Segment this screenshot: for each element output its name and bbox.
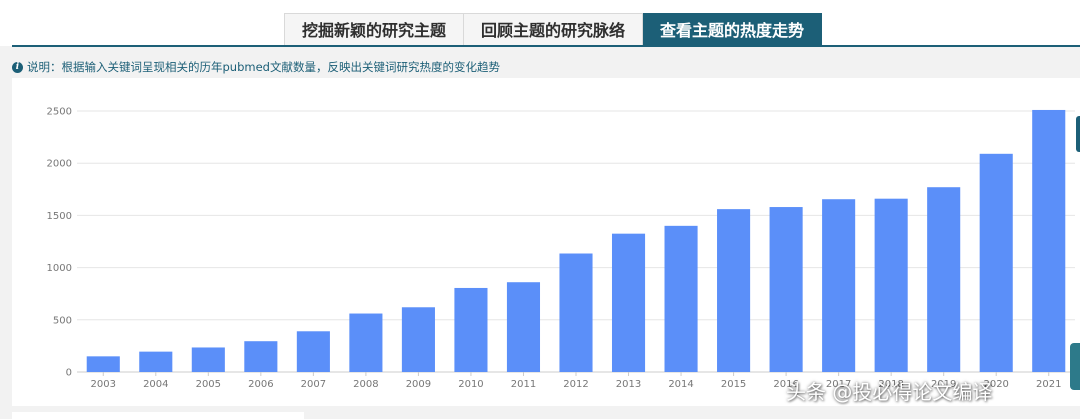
bar [559, 253, 593, 372]
x-tick-label: 2016 [773, 379, 798, 390]
x-tick-label: 2019 [931, 379, 956, 390]
y-tick-label: 500 [53, 315, 72, 326]
tab-underline [12, 45, 1080, 47]
bar [717, 209, 751, 372]
bar [506, 282, 541, 372]
y-tick-label: 2000 [47, 159, 72, 170]
x-tick-label: 2004 [143, 379, 168, 390]
side-float-button[interactable] [1070, 343, 1080, 390]
x-tick-label: 2015 [721, 379, 746, 390]
y-tick-label: 1500 [47, 211, 72, 222]
x-tick-label: 2008 [353, 379, 378, 390]
x-tick-label: 2009 [406, 379, 431, 390]
bar [86, 356, 120, 372]
x-tick-label: 2018 [878, 379, 903, 390]
bar [664, 225, 698, 372]
bar [401, 307, 435, 372]
bar [611, 233, 646, 372]
bar [349, 313, 383, 372]
tab-mine-novel-topics[interactable]: 挖掘新颖的研究主题 [284, 13, 465, 46]
tab-group: 挖掘新颖的研究主题 回顾主题的研究脉络 查看主题的热度走势 [284, 13, 823, 46]
bar [454, 287, 488, 372]
info-icon: i [12, 61, 23, 73]
x-tick-label: 2014 [668, 379, 693, 390]
x-tick-label: 2011 [511, 379, 536, 390]
x-tick-label: 2013 [616, 379, 641, 390]
y-tick-label: 1000 [47, 263, 72, 274]
watermark-text: 头条 @投必得论文编译 [786, 380, 993, 404]
bar [769, 207, 803, 372]
y-tick-label: 0 [66, 368, 72, 379]
tab-bar: 挖掘新颖的研究主题 回顾主题的研究脉络 查看主题的热度走势 [0, 0, 1080, 46]
bar [874, 198, 908, 372]
x-tick-label: 2021 [1036, 379, 1061, 390]
chart-panel: 0 500 1000 1500 2000 2500 2003 2004 2005 2006 2007… [12, 78, 1080, 406]
x-tick-label: 2017 [826, 379, 851, 390]
bar [979, 153, 1013, 372]
side-tool-tab[interactable] [1076, 116, 1080, 152]
bar [191, 347, 225, 372]
description-text: 说明：根据输入关键词呈现相关的历年pubmed文献数量，反映出关键词研究热度的变… [27, 60, 500, 74]
x-tick-label: 2012 [563, 379, 588, 390]
x-tick-label: 2003 [91, 379, 116, 390]
bar [927, 187, 961, 372]
trend-bar-chart: 0 500 1000 1500 2000 2500 2003 2004 2005 2006 2007… [47, 107, 1075, 390]
x-tick-label: 2005 [196, 379, 221, 390]
tab-review-research-context[interactable]: 回顾主题的研究脉络 [464, 13, 644, 46]
x-tick-label: 2007 [301, 379, 326, 390]
y-tick-label: 2500 [47, 107, 72, 118]
bar [1032, 109, 1066, 373]
x-tick-label: 2006 [248, 379, 273, 390]
x-tick-label: 2020 [983, 379, 1008, 390]
bar [244, 341, 278, 372]
bottom-panel-edge [12, 412, 304, 419]
bar [139, 351, 173, 372]
x-tick-label: 2010 [458, 379, 483, 390]
bar [296, 331, 330, 372]
bar [822, 199, 856, 372]
tab-topic-trend[interactable]: 查看主题的热度走势 [643, 13, 823, 46]
description-note: i 说明：根据输入关键词呈现相关的历年pubmed文献数量，反映出关键词研究热度… [12, 58, 500, 76]
